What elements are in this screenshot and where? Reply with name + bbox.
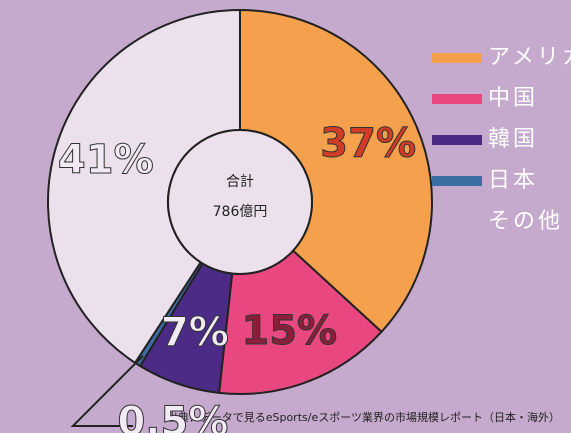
center-value: 786億円	[213, 204, 268, 220]
legend-label: その他	[488, 209, 563, 234]
value-label: 0.5%	[117, 399, 228, 433]
value-label: 37%	[320, 121, 416, 167]
leader-line	[70, 355, 144, 427]
legend-label: 中国	[488, 86, 538, 111]
center-label: 合計	[226, 174, 254, 190]
legend-swatch	[432, 135, 482, 145]
legend-label: 韓国	[488, 127, 538, 152]
legend-label: 日本	[488, 168, 538, 193]
value-label: 41%	[58, 137, 154, 183]
source: 出典：データで見るeSports/eスポーツ業界の市場規模レポート（日本・海外）	[167, 410, 560, 424]
legend-swatch	[432, 176, 482, 186]
legend-label: アメリカ	[488, 45, 571, 70]
legend-swatch	[432, 94, 482, 104]
value-label: 7%	[161, 310, 229, 356]
legend-swatch	[432, 53, 482, 63]
donut-hole	[167, 129, 313, 275]
value-label: 15%	[241, 308, 337, 354]
